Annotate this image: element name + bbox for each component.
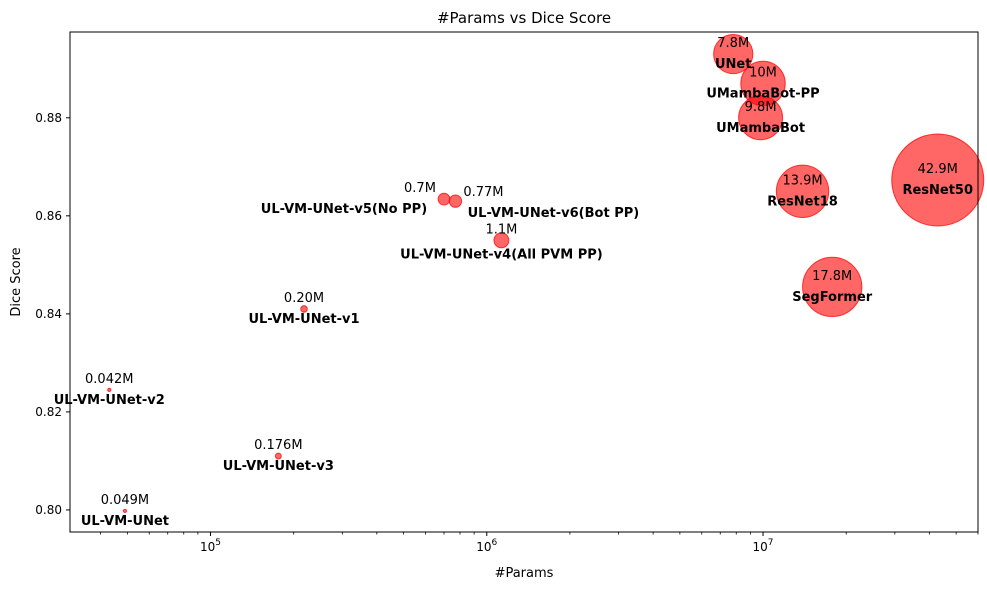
point-name-label: UMambaBot [716, 121, 805, 136]
point-size-label: 9.8M [745, 100, 777, 115]
y-tick-label: 0.80 [35, 503, 62, 517]
point-name-label: UL-VM-UNet-v1 [248, 312, 359, 327]
point-name-label: UL-VM-UNet-v3 [223, 459, 334, 474]
point-size-label: 1.1M [485, 222, 517, 237]
point-size-label: 0.049M [101, 493, 149, 508]
point-name-label: ResNet18 [767, 194, 838, 209]
data-point-marker [493, 232, 510, 249]
y-tick-label: 0.84 [35, 307, 62, 321]
y-tick-label: 0.86 [35, 209, 62, 223]
point-name-label: UL-VM-UNet-v6(Bot PP) [468, 206, 640, 221]
x-tick-label: 107 [753, 538, 774, 554]
tick-layer: 0.80 0.82 0.84 0.86 0.88 105 106 107 [35, 111, 979, 554]
point-size-label: 0.77M [463, 185, 503, 200]
y-tick-label: 0.88 [35, 111, 62, 125]
data-point-marker [891, 133, 985, 227]
point-size-label: 0.20M [284, 291, 324, 306]
plot-frame [69, 31, 979, 533]
point-size-label: 7.8M [717, 36, 749, 51]
data-point-marker [738, 95, 784, 141]
point-size-label: 0.7M [404, 181, 436, 196]
point-size-label: 42.9M [918, 162, 958, 177]
y-axis-label: Dice Score [9, 247, 24, 316]
y-tick-label: 0.82 [35, 405, 62, 419]
data-point-marker [448, 194, 463, 208]
data-point-marker [775, 164, 830, 218]
point-name-label: ResNet50 [902, 183, 973, 198]
point-name-label: UL-VM-UNet-v5(No PP) [261, 202, 427, 217]
point-name-label: UL-VM-UNet-v2 [54, 393, 165, 408]
marker-layer [107, 33, 985, 514]
point-size-label: 0.176M [254, 438, 302, 453]
x-tick-label: 105 [200, 538, 221, 554]
x-tick-label: 106 [476, 538, 497, 554]
data-point-marker [122, 508, 128, 514]
chart-title: #Params vs Dice Score [437, 9, 611, 27]
point-name-label: SegFormer [792, 290, 873, 305]
x-axis-label: #Params [495, 566, 554, 581]
data-point-marker [437, 192, 451, 206]
data-point-marker [274, 452, 282, 460]
data-point-marker [107, 387, 112, 392]
point-name-label: UMambaBot-PP [706, 86, 819, 101]
point-name-label: UNet [715, 57, 751, 72]
data-point-marker [713, 33, 754, 75]
point-size-label: 13.9M [782, 173, 822, 188]
data-point-marker [300, 305, 308, 313]
point-size-label: 0.042M [85, 372, 133, 387]
point-name-label: UL-VM-UNet-v4(All PVM PP) [400, 247, 603, 262]
point-name-label: UL-VM-UNet [81, 514, 169, 529]
data-point-marker [802, 256, 863, 318]
point-size-label: 17.8M [812, 269, 852, 284]
point-size-label: 10M [749, 65, 777, 80]
